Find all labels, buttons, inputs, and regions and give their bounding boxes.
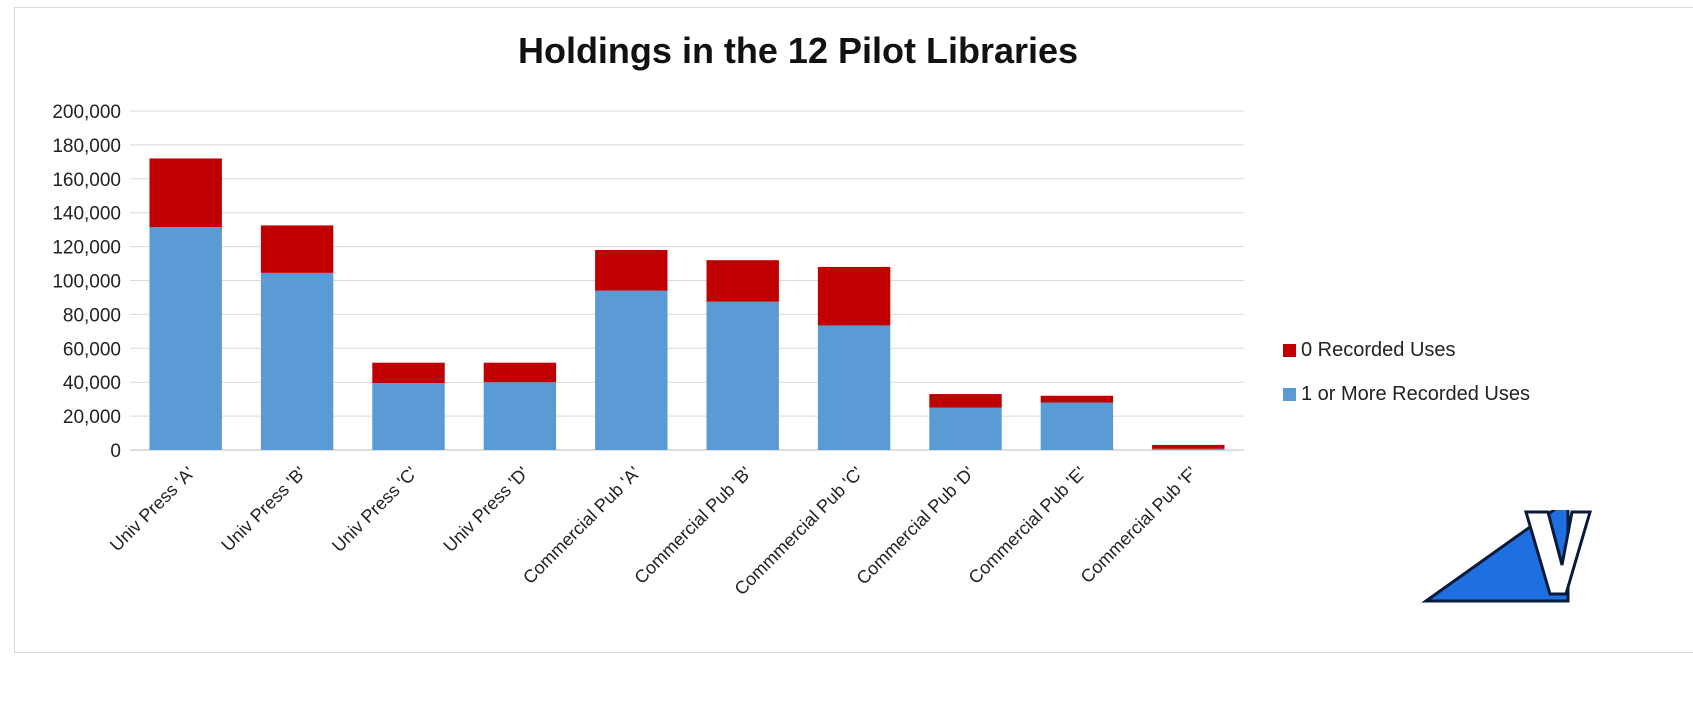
legend-label-zero-uses: 0 Recorded Uses — [1301, 338, 1456, 361]
bar-one-or-more-uses — [149, 227, 222, 450]
bar-one-or-more-uses — [929, 407, 1002, 450]
x-tick-label: Commercial Pub 'D' — [853, 463, 979, 589]
x-tick-label: Commercial Pub 'B' — [630, 463, 755, 588]
x-tick-label: Univ Press 'C' — [328, 463, 421, 556]
bar-one-or-more-uses — [483, 382, 557, 450]
bar-zero-uses — [260, 225, 334, 273]
bar-zero-uses — [706, 260, 779, 302]
y-tick-label: 60,000 — [63, 339, 121, 360]
y-tick-label: 160,000 — [52, 170, 121, 191]
bar-one-or-more-uses — [817, 325, 891, 450]
bar-one-or-more-uses — [260, 272, 334, 450]
y-tick-label: 180,000 — [52, 136, 121, 157]
bar-zero-uses — [1152, 444, 1225, 449]
legend-label-one-or-more-uses: 1 or More Recorded Uses — [1301, 382, 1530, 405]
legend-item-one-or-more-uses: 1 or More Recorded Uses — [1283, 379, 1530, 409]
bar-zero-uses — [929, 394, 1002, 408]
bars — [149, 158, 1225, 450]
bar-one-or-more-uses — [595, 290, 668, 450]
y-tick-label: 140,000 — [52, 204, 121, 225]
x-tick-label: Commercial Pub 'A' — [519, 463, 644, 588]
x-tick-label: Commercial Pub 'E' — [965, 463, 1090, 588]
x-tick-label: Commercial Pub 'F' — [1077, 463, 1201, 587]
chart-title: Holdings in the 12 Pilot Libraries — [517, 30, 1079, 71]
x-tick-label: Univ Press 'B' — [217, 463, 310, 556]
bar-zero-uses — [817, 266, 891, 326]
x-tick-label: Commmercial Pub 'C' — [731, 463, 867, 599]
bar-one-or-more-uses — [1152, 448, 1225, 450]
bar-zero-uses — [483, 362, 557, 383]
legend-swatch-one-or-more-uses — [1283, 387, 1296, 401]
legend-swatch-zero-uses — [1283, 343, 1296, 357]
bar-zero-uses — [595, 249, 668, 291]
x-axis-labels: Univ Press 'A' Univ Press 'B' Univ Press '… — [106, 463, 1201, 599]
x-tick-label: Univ Press 'A' — [106, 463, 199, 556]
legend-item-zero-uses: 0 Recorded Uses — [1283, 335, 1530, 365]
bar-zero-uses — [1040, 395, 1114, 403]
legend: 0 Recorded Uses 1 or More Recorded Uses — [1283, 335, 1530, 423]
y-axis-labels: 0 20,000 40,000 60,000 80,000 100,000 120,000 1… — [52, 102, 121, 462]
bar-one-or-more-uses — [706, 301, 779, 450]
y-tick-label: 100,000 — [52, 272, 121, 293]
y-tick-label: 80,000 — [63, 305, 121, 326]
x-tick-label: Univ Press 'D' — [439, 463, 532, 556]
bar-one-or-more-uses — [372, 383, 445, 450]
y-tick-label: 120,000 — [52, 238, 121, 259]
y-tick-label: 0 — [110, 441, 121, 462]
y-tick-label: 200,000 — [52, 102, 121, 123]
bar-zero-uses — [149, 158, 222, 228]
bar-one-or-more-uses — [1040, 402, 1114, 450]
y-tick-label: 40,000 — [63, 373, 121, 394]
bar-zero-uses — [372, 362, 445, 384]
y-tick-label: 20,000 — [63, 407, 121, 428]
triangle-v-logo-icon — [1421, 510, 1593, 603]
